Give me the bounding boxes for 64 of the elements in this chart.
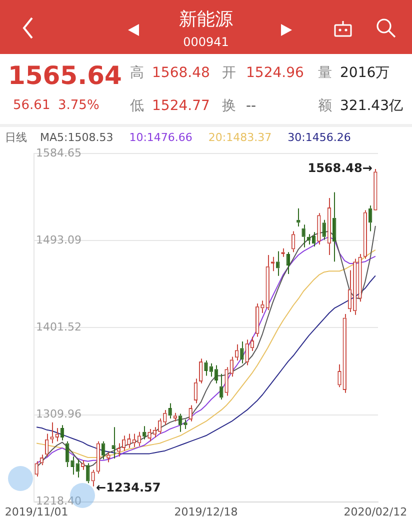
text: 30:1456.26 <box>288 131 351 144</box>
candlestick <box>106 452 110 463</box>
candlestick <box>86 462 90 484</box>
candlestick <box>70 456 74 476</box>
text: 换 <box>222 98 236 114</box>
candlestick <box>338 364 342 388</box>
candlestick <box>204 360 208 376</box>
text: 1524.96 <box>246 65 304 81</box>
candlestick <box>240 341 244 364</box>
text: 20:1483.37 <box>208 131 272 144</box>
y-tick-label: 1584.65 <box>36 146 82 160</box>
chart-title: 新能源 <box>178 9 234 30</box>
candlestick <box>291 230 296 253</box>
text: 1565.64 <box>8 61 122 90</box>
candlestick <box>302 224 306 248</box>
x-tick-label: 2019/11/01 <box>4 505 68 518</box>
candlestick <box>112 426 116 459</box>
text: 1568.48 <box>152 65 210 81</box>
candlestick <box>101 440 106 460</box>
text: 量 <box>318 65 332 81</box>
candlestick <box>148 428 152 442</box>
text: 日线 <box>5 131 27 144</box>
text: 高 <box>130 65 144 81</box>
candlestick <box>245 339 249 366</box>
candlestick <box>116 442 121 458</box>
text: 1524.77 <box>152 98 210 114</box>
candlestick <box>276 250 280 276</box>
candlestick <box>188 404 192 422</box>
candlestick <box>91 469 95 487</box>
candlestick <box>209 362 213 378</box>
x-tick-label: 2020/02/12 <box>344 505 408 518</box>
x-tick-label: 2019/12/18 <box>174 505 238 518</box>
y-tick-label: 1493.09 <box>36 234 82 247</box>
text: MA5:1508.53 <box>40 131 114 144</box>
text: 低 <box>130 98 144 114</box>
candlestick <box>163 409 167 426</box>
candlestick <box>224 366 228 396</box>
text: 2016万 <box>340 65 390 81</box>
annotation: ←1234.57 <box>96 480 161 495</box>
y-tick-label: 1309.96 <box>36 408 82 421</box>
text: 额 <box>318 98 332 114</box>
text: -- <box>246 98 256 114</box>
candlestick <box>127 433 131 448</box>
text: 3.75% <box>58 98 100 113</box>
candlestick <box>173 412 178 422</box>
candlestick <box>76 458 80 478</box>
candlestick <box>260 300 264 314</box>
candlestick <box>317 212 321 246</box>
candlestick <box>50 422 54 444</box>
candlestick <box>168 402 172 420</box>
candlestick <box>358 254 362 302</box>
chart-subtitle: 000941 <box>182 35 230 49</box>
text: 56.61 <box>13 98 50 113</box>
candlestick <box>34 460 38 478</box>
candlestick <box>322 219 326 240</box>
text: 10:1476.66 <box>129 131 192 144</box>
candlestick <box>220 373 224 400</box>
text: 321.43亿 <box>340 98 403 114</box>
candlestick <box>230 356 234 378</box>
candlestick <box>55 428 59 442</box>
annotation: 1568.48→ <box>308 161 372 176</box>
text: 开 <box>222 65 236 81</box>
y-tick-label: 1401.52 <box>36 320 82 334</box>
candlestick <box>80 460 85 470</box>
